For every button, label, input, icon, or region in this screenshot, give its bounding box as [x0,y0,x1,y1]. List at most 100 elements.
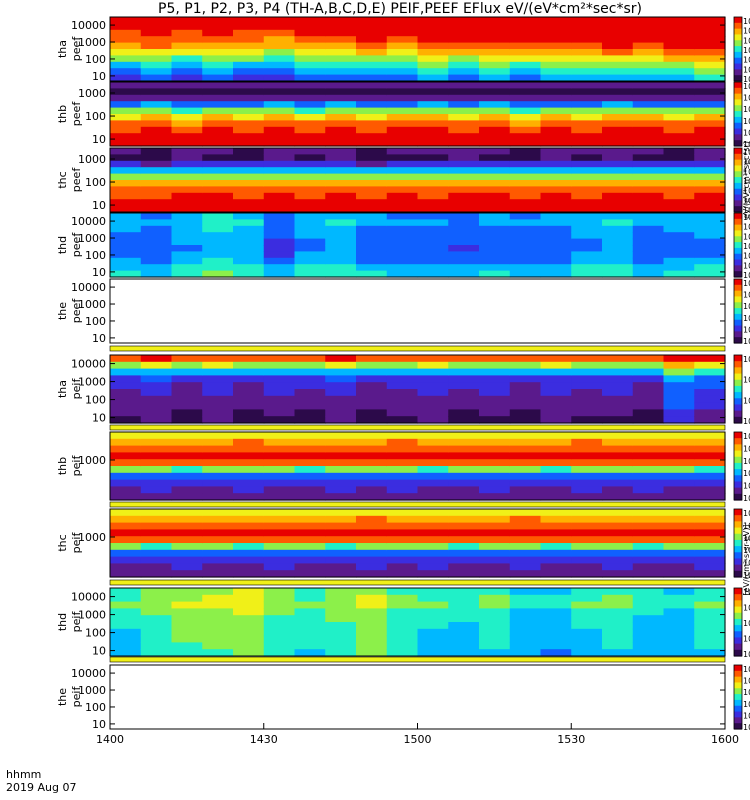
heatmap-cell [233,402,265,410]
heatmap-cell [571,68,603,76]
colorbar-segment [734,530,742,535]
heatmap-cell [448,472,480,481]
heatmap-cell [233,622,265,630]
colorbar-segment [734,438,742,442]
heatmap-cell [233,635,265,643]
colorbar-segment [734,649,742,654]
colorbar-segment [734,555,742,560]
heatmap-cell [325,245,357,252]
heatmap-cell [479,416,511,424]
heatmap-cell [602,17,634,24]
colorbar-segment [734,299,742,303]
colorbar-segment [734,496,742,501]
colorbar-segment [734,533,742,538]
heatmap-cell [509,522,542,530]
heatmap-cell [356,114,388,121]
heatmap-cell [263,245,296,252]
heatmap-cell [602,409,634,417]
heatmap-cell [263,94,296,102]
heatmap-cell [509,232,542,240]
colorbar-segment [734,385,742,390]
heatmap-cell [694,17,726,24]
heatmap-cell [140,445,173,453]
heatmap-cell [509,355,542,363]
heatmap-cell [571,186,603,194]
heatmap-cell [325,148,357,155]
heatmap-cell [233,245,265,252]
heatmap-cell [356,205,388,213]
heatmap-cell [602,160,634,168]
heatmap-cell [602,29,634,37]
heatmap-cell [448,563,480,571]
heatmap-cell [294,133,326,141]
heatmap-cell [663,49,695,56]
heatmap-cell [233,133,265,141]
heatmap-cell [602,238,634,246]
heatmap-cell [479,257,511,265]
heatmap-cell [540,120,572,128]
heatmap-cell [417,180,449,187]
heatmap-cell [233,219,265,227]
heatmap-cell [140,101,173,109]
colorbar-segment [734,536,742,541]
panel-frame [109,16,726,82]
y-tick-label: 10 [92,718,106,731]
heatmap-cell [663,493,695,501]
heatmap-cell [479,395,511,404]
colorbar-segment [734,302,742,306]
colorbar-segment [734,370,742,375]
heatmap-cell [479,529,511,537]
heatmap-cell [417,82,449,89]
colorbar-tick-label: 10⁴ [743,482,750,491]
heatmap-cell [479,101,511,109]
heatmap-cell [479,17,511,24]
heatmap-cell [325,389,357,397]
heatmap-cell [632,245,665,252]
heatmap-cell [294,628,326,637]
heatmap-cell [509,17,542,24]
heatmap-cell [171,120,203,128]
heatmap-cell [263,628,296,637]
heatmap-cell [356,466,388,474]
heatmap-cell [202,375,234,383]
heatmap-cell [663,375,695,383]
heatmap-cell [694,245,726,252]
heatmap-cell [540,472,572,481]
heatmap-cell [417,55,449,63]
heatmap-cell [417,88,449,96]
colorbar-tick-label: 10⁶ [743,36,750,45]
heatmap-cell [356,382,388,390]
heatmap-cell [233,642,265,650]
heatmap-cell [632,173,665,181]
heatmap-cell [448,257,480,265]
heatmap-cell [602,192,634,200]
heatmap-cell [140,68,173,76]
heatmap-cell [632,355,665,363]
heatmap-cell [509,238,542,246]
heatmap-cell [632,635,665,643]
heatmap-cell [356,133,388,141]
colorbar-segment [734,63,742,68]
heatmap-cell [632,101,665,109]
panel-species-label: peif [70,455,83,477]
heatmap-cell [110,55,142,63]
heatmap-cell [233,438,265,447]
heatmap-cell [509,432,542,440]
heatmap-cell [417,622,449,630]
heatmap-cell [202,82,234,89]
heatmap-cell [632,615,665,623]
heatmap-cell [356,628,388,637]
heatmap-cell [417,270,449,278]
heatmap-cell [571,563,603,571]
heatmap-cell [540,49,572,56]
y-tick-label: 1000 [78,232,106,245]
heatmap-cell [448,148,480,155]
heatmap-cell [571,459,603,467]
x-tick-label: 1400 [96,733,124,746]
heatmap-cell [417,264,449,272]
panel-thc-peif: 1000thcpeif10⁸10⁷10⁶10⁵10⁴10³ [56,508,750,580]
heatmap-cell [263,543,296,551]
heatmap-cell [479,42,511,50]
heatmap-cell [602,522,634,530]
heatmap-cell [663,395,695,404]
